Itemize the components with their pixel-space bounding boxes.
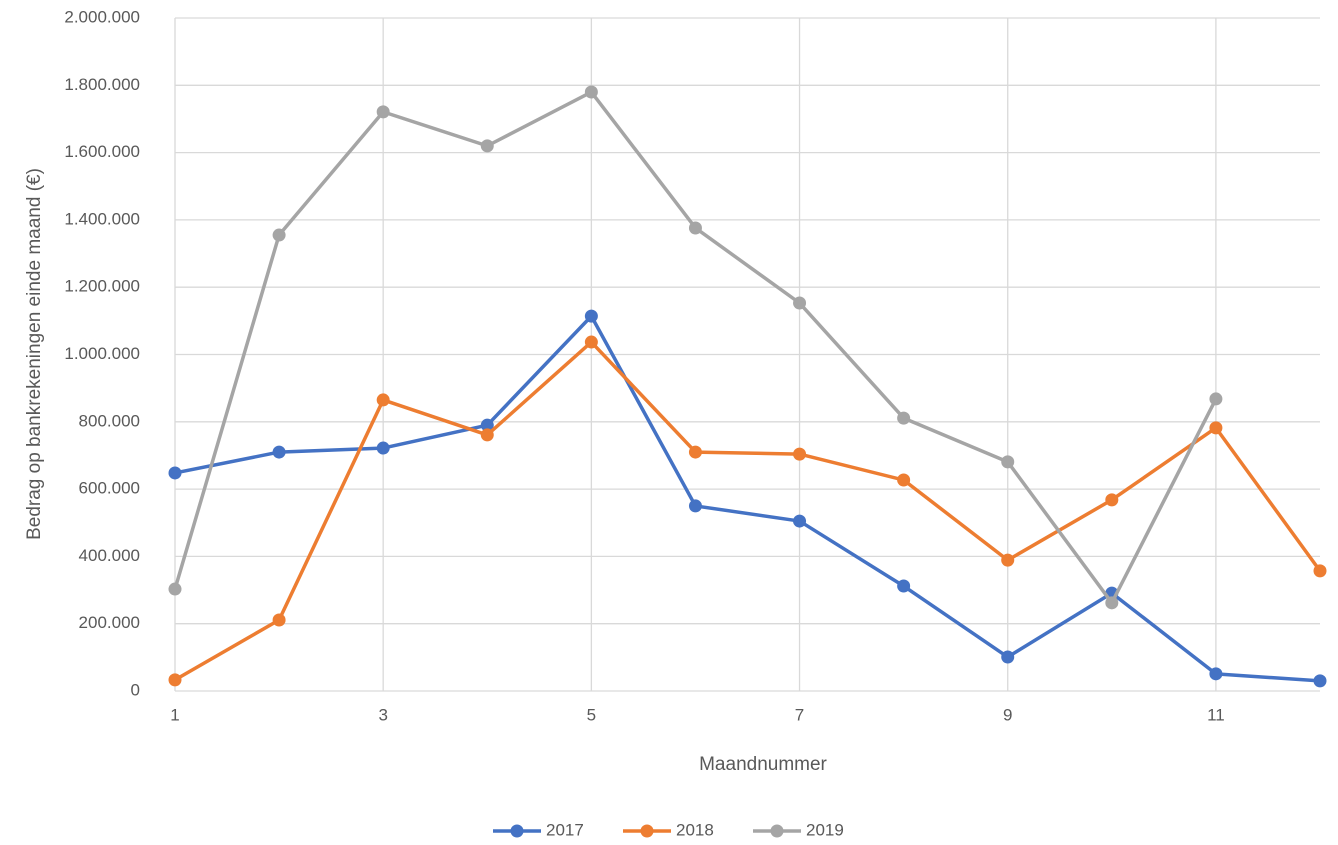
x-tick-label: 5 bbox=[587, 705, 596, 724]
data-point bbox=[584, 309, 598, 323]
data-point bbox=[480, 139, 494, 153]
data-point bbox=[1001, 650, 1015, 664]
x-tick-label: 9 bbox=[1003, 705, 1012, 724]
data-point bbox=[897, 473, 911, 487]
data-point bbox=[1001, 553, 1015, 567]
y-tick-label: 1.600.000 bbox=[64, 142, 140, 161]
data-point bbox=[168, 582, 182, 596]
y-tick-label: 1.800.000 bbox=[64, 75, 140, 94]
data-point bbox=[1105, 493, 1119, 507]
data-point bbox=[1105, 596, 1119, 610]
data-point bbox=[584, 335, 598, 349]
data-point bbox=[1209, 421, 1223, 435]
data-point bbox=[376, 393, 390, 407]
y-tick-label: 200.000 bbox=[79, 613, 140, 632]
series-line bbox=[173, 90, 1218, 605]
legend-marker bbox=[770, 824, 784, 838]
y-tick-label: 1.000.000 bbox=[64, 344, 140, 363]
data-point bbox=[793, 296, 807, 310]
data-point bbox=[1313, 564, 1327, 578]
legend-label: 2019 bbox=[806, 820, 844, 839]
data-point bbox=[376, 105, 390, 119]
data-point bbox=[376, 441, 390, 455]
y-tick-label: 1.200.000 bbox=[64, 277, 140, 296]
y-tick-label: 600.000 bbox=[79, 479, 140, 498]
data-point bbox=[272, 445, 286, 459]
legend-label: 2018 bbox=[676, 820, 714, 839]
data-point bbox=[897, 579, 911, 593]
x-tick-label: 1 bbox=[170, 705, 179, 724]
legend-marker bbox=[640, 824, 654, 838]
data-point bbox=[272, 228, 286, 242]
data-point bbox=[688, 499, 702, 513]
data-point bbox=[1313, 674, 1327, 688]
data-point bbox=[1001, 455, 1015, 469]
data-point bbox=[168, 673, 182, 687]
data-point bbox=[688, 445, 702, 459]
data-point bbox=[168, 466, 182, 480]
series-line bbox=[174, 340, 1322, 682]
legend-marker bbox=[510, 824, 524, 838]
data-point bbox=[1209, 392, 1223, 406]
x-tick-label: 3 bbox=[378, 705, 387, 724]
series-line bbox=[174, 314, 1321, 683]
legend-label: 2017 bbox=[546, 820, 584, 839]
y-tick-label: 1.400.000 bbox=[64, 209, 140, 228]
y-axis-title: Bedrag op bankrekeningen einde maand (€) bbox=[24, 168, 45, 540]
data-point bbox=[1209, 667, 1223, 681]
data-point bbox=[793, 447, 807, 461]
x-axis-title: Maandnummer bbox=[699, 754, 827, 775]
data-point bbox=[480, 418, 494, 432]
y-tick-label: 2.000.000 bbox=[64, 7, 140, 26]
data-point bbox=[480, 428, 494, 442]
data-point bbox=[584, 85, 598, 99]
data-point bbox=[272, 613, 286, 627]
data-point bbox=[688, 221, 702, 235]
y-tick-label: 400.000 bbox=[79, 546, 140, 565]
x-tick-label: 7 bbox=[795, 705, 804, 724]
data-point bbox=[793, 514, 807, 528]
x-tick-label: 11 bbox=[1207, 705, 1225, 724]
data-point bbox=[897, 411, 911, 425]
y-tick-label: 800.000 bbox=[79, 411, 140, 430]
y-tick-label: 0 bbox=[131, 680, 140, 699]
